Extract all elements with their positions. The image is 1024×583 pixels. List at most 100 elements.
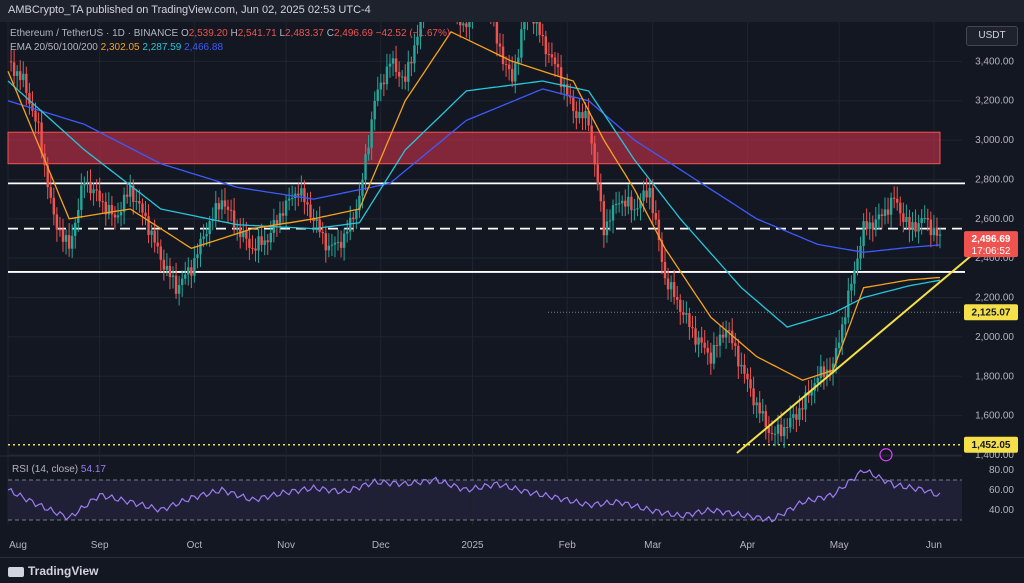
candle-body [397, 71, 401, 77]
candle-body [147, 216, 150, 235]
candle-body [697, 337, 700, 345]
candle-body [138, 201, 141, 204]
candle-body [737, 345, 740, 367]
level-2125-label-bg [964, 304, 1018, 321]
candle-body [330, 244, 334, 246]
candle-body [602, 201, 606, 236]
candle-body [98, 190, 101, 202]
ema20-line [7, 30, 941, 381]
candle-body [251, 247, 254, 249]
rsi-line [7, 469, 941, 523]
rsi-value: 54.17 [80, 464, 106, 475]
candle-body [935, 227, 939, 236]
candle-body [113, 214, 117, 218]
candle-body [734, 343, 737, 346]
candle-body [825, 369, 829, 377]
candle-body [229, 209, 233, 211]
candle-body [74, 222, 77, 236]
symbol-label: Ethereum / TetherUS · 1D · BINANCE [10, 28, 179, 39]
candle-body [798, 408, 801, 420]
candle-body [831, 363, 835, 374]
candle-body [862, 221, 865, 246]
candle-body [125, 194, 129, 197]
last-price-label-bg [964, 231, 1018, 258]
ema20-value: 2,302.05 [100, 42, 140, 53]
candle-body [896, 198, 899, 203]
candle-body [223, 200, 227, 207]
candle-body [208, 221, 211, 234]
candle-body [306, 202, 309, 205]
currency-button[interactable]: USDT [966, 26, 1018, 46]
candle-body [19, 71, 22, 81]
candle-body [666, 278, 670, 290]
candle-body [608, 220, 612, 222]
candle-body [184, 274, 187, 279]
candle-body [856, 258, 859, 271]
candle-body [538, 22, 541, 35]
candle-body [767, 426, 771, 433]
candle-body [58, 229, 62, 231]
candle-body [257, 236, 260, 251]
candle-body [715, 345, 719, 347]
ema100-value: 2,466.88 [184, 42, 224, 53]
chart-background [0, 22, 1024, 557]
candle-body [260, 236, 263, 245]
candle-body [575, 111, 578, 119]
candle-body [101, 201, 104, 203]
candle-body [342, 233, 346, 248]
candle-body [694, 328, 697, 345]
x-tick-label: Mar [644, 540, 662, 551]
candle-body [214, 203, 217, 220]
candle-body [627, 196, 630, 207]
tradingview-brand: TradingView [28, 564, 99, 578]
candle-body [141, 203, 144, 213]
candle-body [727, 330, 731, 332]
candle-body [532, 22, 535, 24]
candle-body [46, 165, 49, 188]
candle-body [367, 147, 370, 155]
rsi-legend: RSI (14, close) 54.17 [12, 464, 106, 475]
candle-body [920, 218, 923, 224]
candle-body [630, 196, 633, 211]
candle-body [819, 366, 823, 378]
candle-body [679, 299, 682, 313]
ohlc-close: 2,496.69 [333, 28, 373, 39]
candle-body [755, 402, 758, 406]
x-tick-label: Oct [187, 540, 203, 551]
candle-body [410, 61, 413, 64]
published-text: AMBCrypto_TA published on TradingView.co… [8, 4, 371, 16]
footer: TradingView [0, 557, 1024, 583]
candle-body [12, 62, 16, 76]
candle-body [724, 330, 728, 338]
candle-body [498, 43, 502, 47]
candle-body [22, 73, 25, 81]
candle-body [287, 198, 291, 201]
candle-body [373, 100, 376, 120]
candle-body [379, 82, 382, 90]
candle-body [336, 241, 340, 243]
tradingview-logo-icon [8, 566, 24, 577]
supply-zone [7, 131, 941, 165]
candle-body [923, 218, 926, 220]
candle-body [718, 334, 722, 346]
candle-body [581, 112, 584, 119]
candle-body [55, 214, 59, 230]
candle-body [886, 209, 890, 215]
candle-body [865, 221, 868, 230]
candle-body [645, 190, 648, 198]
candle-body [190, 267, 193, 276]
candle-body [290, 198, 294, 200]
candle-body [926, 218, 929, 220]
candle-body [547, 54, 551, 56]
candle-body [321, 231, 324, 234]
candle-body [37, 121, 40, 123]
price-chart[interactable]: 1,400.00 1,600.00 1,800.00 2,000.00 2,200.00… [0, 22, 1024, 557]
ema50-line [7, 80, 941, 328]
candle-body [844, 317, 847, 325]
candle-body [495, 22, 499, 44]
candle-body [159, 246, 162, 260]
candle-body [235, 227, 239, 229]
candle-body [116, 215, 120, 218]
candle-body [517, 57, 520, 64]
candle-body [523, 22, 526, 30]
